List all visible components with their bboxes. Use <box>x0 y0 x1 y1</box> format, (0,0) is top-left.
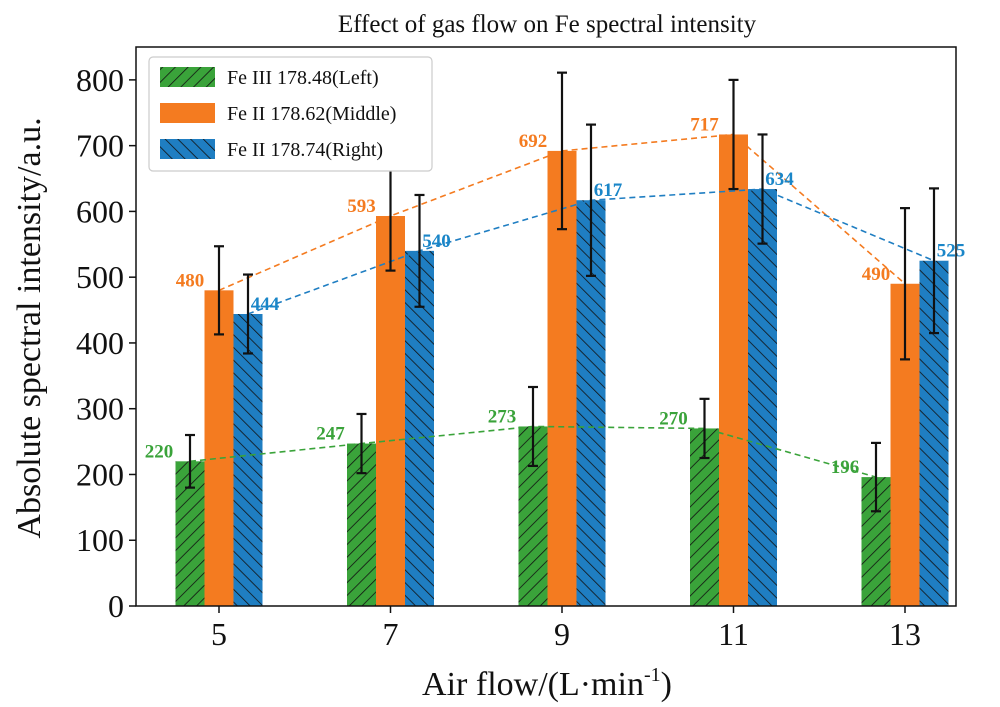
y-tick-label-700: 700 <box>76 128 124 164</box>
data-label-s1-5: 220 <box>145 441 174 462</box>
data-label-s1-13: 196 <box>831 457 860 478</box>
x-tick-label-5: 5 <box>211 616 227 652</box>
data-label-s2-5: 480 <box>176 270 205 291</box>
x-tick-label-13: 13 <box>889 616 921 652</box>
bars-layer <box>175 134 949 607</box>
data-label-s3-9: 617 <box>594 180 623 201</box>
legend-swatch-s2 <box>160 103 215 123</box>
error-bar-s3-13 <box>929 187 939 335</box>
y-axis-title: Absolute spectral intensity/a.u. <box>11 117 48 538</box>
x-axis-title-main: Air flow/(L·min <box>422 666 644 703</box>
error-bar-s3-11 <box>757 133 768 245</box>
data-labels-layer: 220 247 273 270 196 480 593 692 717 490 444 540 617 6… <box>145 114 966 478</box>
error-bar-s3-7 <box>414 193 425 308</box>
legend-label-s1: Fe III 178.48(Left) <box>227 67 379 89</box>
x-axis-title-suffix: ) <box>661 666 672 703</box>
data-label-s2-7: 593 <box>347 196 376 217</box>
error-bar-s2-5 <box>214 245 224 336</box>
error-bar-s2-11 <box>728 78 739 191</box>
y-tick-label-600: 600 <box>76 193 124 229</box>
y-tick-label-100: 100 <box>76 522 124 558</box>
data-label-s3-7: 540 <box>422 231 451 252</box>
y-tick-label-200: 200 <box>76 456 124 492</box>
data-label-s1-9: 273 <box>488 406 517 427</box>
bar-s2-7 <box>376 216 405 606</box>
legend: Fe III 178.48(Left) Fe II 178.62(Middle) F… <box>148 56 433 172</box>
data-label-s2-11: 717 <box>690 114 719 135</box>
error-bar-s1-9 <box>528 385 538 468</box>
data-label-s3-13: 525 <box>937 241 966 262</box>
error-bar-s3-9 <box>586 123 596 277</box>
data-label-s3-5: 444 <box>251 294 280 315</box>
error-bar-s2-13 <box>900 207 910 361</box>
legend-label-s2: Fe II 178.62(Middle) <box>227 103 396 125</box>
x-axis-title-sup: -1 <box>644 664 661 686</box>
plot-frame <box>135 46 957 607</box>
chart-title: Effect of gas flow on Fe spectral intens… <box>338 11 757 38</box>
legend-label-s3: Fe II 178.74(Right) <box>227 139 383 161</box>
error-bars-layer <box>185 71 939 513</box>
y-tick-label-300: 300 <box>76 391 124 427</box>
bar-s2-5 <box>204 290 234 606</box>
x-tick-label-7: 7 <box>383 616 399 652</box>
y-tick-label-800: 800 <box>76 62 124 98</box>
bar-s3-5 <box>233 314 263 606</box>
y-tick-label-500: 500 <box>76 259 124 295</box>
error-bar-s2-9 <box>557 71 567 231</box>
x-axis-title: Air flow/(L·min-1) <box>422 664 672 703</box>
data-label-s1-7: 247 <box>316 424 345 445</box>
x-tick-label-11: 11 <box>718 616 749 652</box>
data-label-s3-11: 634 <box>765 169 794 190</box>
legend-swatch-s3 <box>160 139 215 159</box>
legend-swatch-s1 <box>160 67 215 87</box>
bar-s3-11 <box>748 189 777 606</box>
error-bar-s1-7 <box>356 412 367 475</box>
error-bar-s3-5 <box>243 273 253 355</box>
data-label-s2-13: 490 <box>862 264 891 285</box>
legend-box <box>148 56 433 172</box>
y-tick-label-400: 400 <box>76 325 124 361</box>
error-bar-s1-11 <box>699 397 710 460</box>
bar-s3-7 <box>405 250 434 606</box>
data-label-s1-11: 270 <box>659 408 688 429</box>
bar-s2-11 <box>719 134 748 607</box>
error-bar-s1-13 <box>871 441 881 513</box>
data-label-s2-9: 692 <box>519 131 548 152</box>
x-axis: 5 7 9 11 13 <box>211 606 921 652</box>
error-bar-s1-5 <box>185 433 195 489</box>
y-tick-label-0: 0 <box>108 588 124 624</box>
x-tick-label-9: 9 <box>554 616 570 652</box>
y-axis: 0 100 200 300 400 500 600 700 800 <box>76 62 136 624</box>
